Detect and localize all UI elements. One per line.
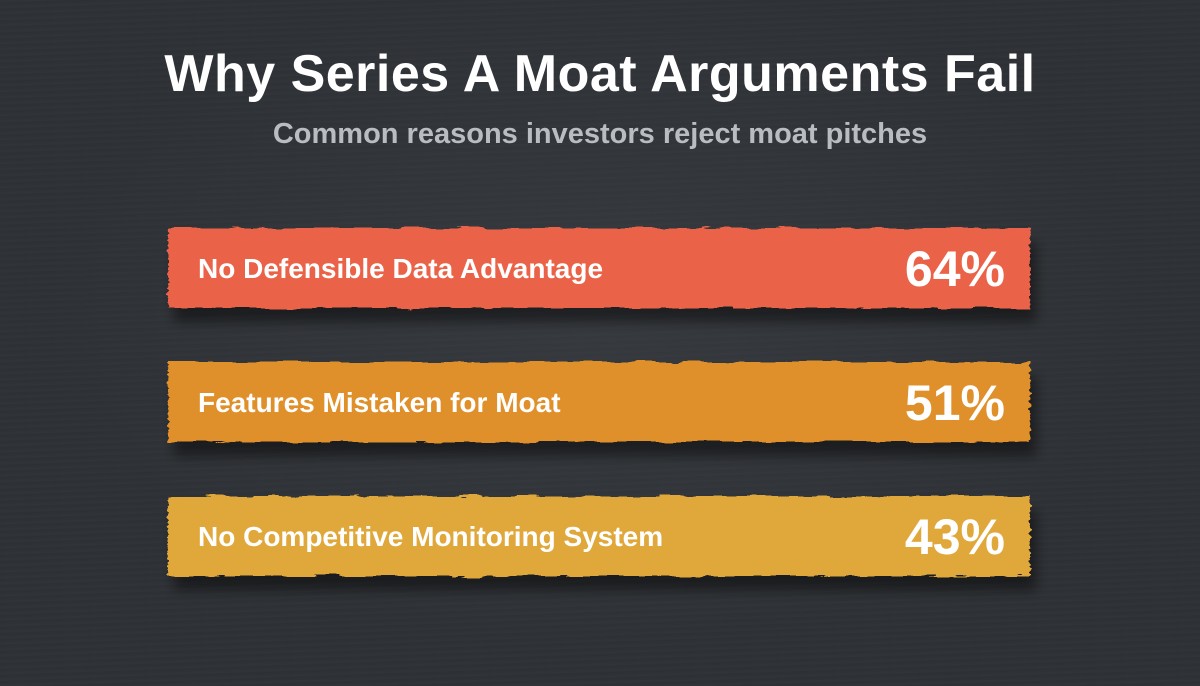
bar [168, 496, 1030, 576]
bar-value-label: 51% [905, 375, 1005, 431]
bar-category-label: No Competitive Monitoring System [198, 521, 663, 552]
bar-value-label: 43% [905, 509, 1005, 565]
bar [168, 362, 1030, 442]
bar-category-label: No Defensible Data Advantage [198, 253, 603, 284]
bar-value-label: 64% [905, 241, 1005, 297]
bar [168, 228, 1030, 308]
bars-layer: No Defensible Data Advantage 64% Features … [168, 228, 1036, 590]
chart-title: Why Series A Moat Arguments Fail [164, 45, 1036, 103]
chart-subtitle: Common reasons investors reject moat pit… [272, 118, 928, 150]
bar-group: Features Mistaken for Moat 51% [168, 362, 1036, 456]
bar-category-label: Features Mistaken for Moat [198, 387, 561, 418]
bar-group: No Defensible Data Advantage 64% [168, 228, 1036, 322]
bar-group: No Competitive Monitoring System 43% [168, 496, 1036, 590]
